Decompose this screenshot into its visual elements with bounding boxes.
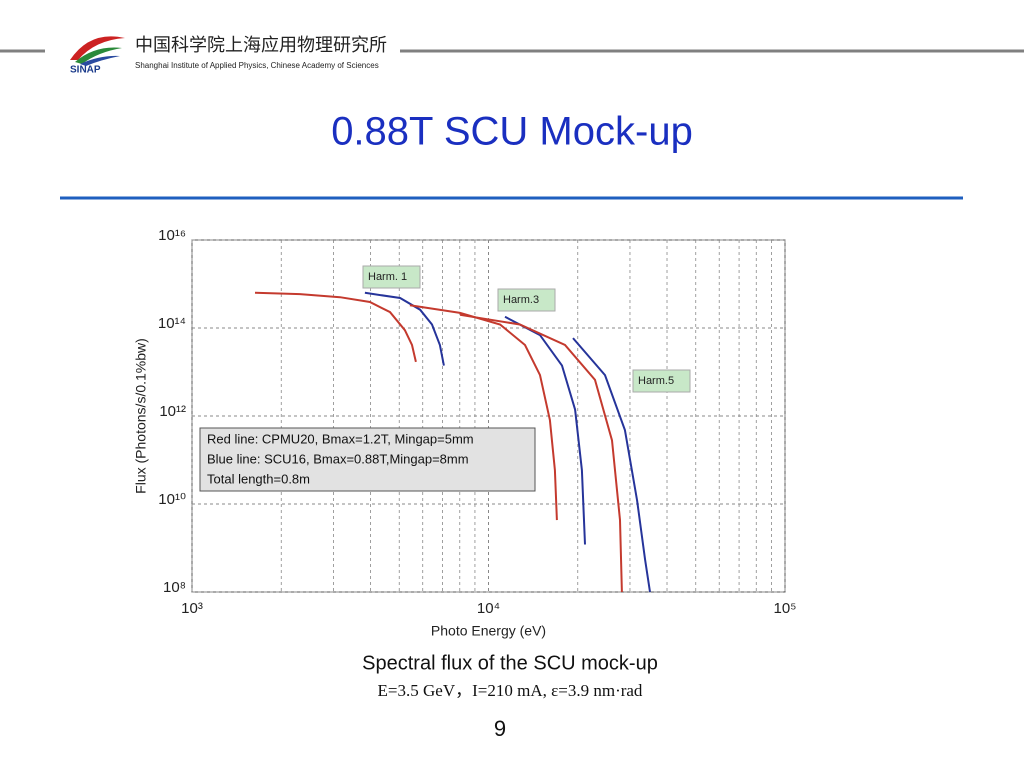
annotation-box: [632, 369, 691, 393]
y-tick-label: 10¹²: [159, 403, 186, 420]
caption-sub: E=3.5 GeV，I=210 mA, ε=3.9 nm·rad: [378, 681, 643, 700]
page-number: 9: [494, 716, 506, 741]
slide-title: 0.88T SCU Mock-up: [331, 110, 693, 154]
x-tick-label: 10³: [181, 600, 203, 617]
logo-mark: [70, 36, 125, 66]
y-tick-label: 10¹⁶: [158, 227, 186, 244]
caption: Spectral flux of the SCU mock-up: [362, 652, 658, 674]
legend-text: Total length=0.8m: [207, 471, 310, 486]
series-line: [409, 304, 558, 521]
x-tick-label: 10⁴: [477, 600, 500, 617]
org-cn: 中国科学院上海应用物理研究所: [135, 35, 387, 56]
legend-text: Blue line: SCU16, Bmax=0.88T,Mingap=8mm: [207, 451, 469, 466]
annotation-box: [497, 288, 556, 312]
y-tick-label: 10¹⁰: [158, 491, 186, 508]
chart: 10³ 10⁴ 10⁵ 10⁸ 10¹⁰ 10¹² 10¹⁴ 10¹⁶ Photo Energy…: [133, 227, 797, 639]
x-axis-label: Photo Energy (eV): [431, 623, 546, 639]
legend-text: Red line: CPMU20, Bmax=1.2T, Mingap=5mm: [207, 431, 474, 446]
annotation: Harm. 1: [368, 271, 407, 283]
annotation: Harm.5: [638, 375, 674, 387]
x-tick-label: 10⁵: [774, 600, 797, 617]
legend-box: [199, 427, 536, 492]
y-tick-label: 10¹⁴: [158, 315, 186, 332]
y-axis-label: Flux (Photons/s/0.1%bw): [133, 338, 149, 494]
annotation: Harm.3: [503, 294, 539, 306]
y-tick-label: 10⁸: [163, 579, 186, 596]
annotation-box: [362, 265, 421, 289]
series-line: [572, 337, 651, 593]
logo-text: SINAP: [70, 65, 101, 76]
series-line: [254, 291, 417, 363]
series-line: [459, 313, 623, 593]
series-line: [364, 291, 445, 366]
org-en: Shanghai Institute of Applied Physics, C…: [135, 61, 379, 70]
